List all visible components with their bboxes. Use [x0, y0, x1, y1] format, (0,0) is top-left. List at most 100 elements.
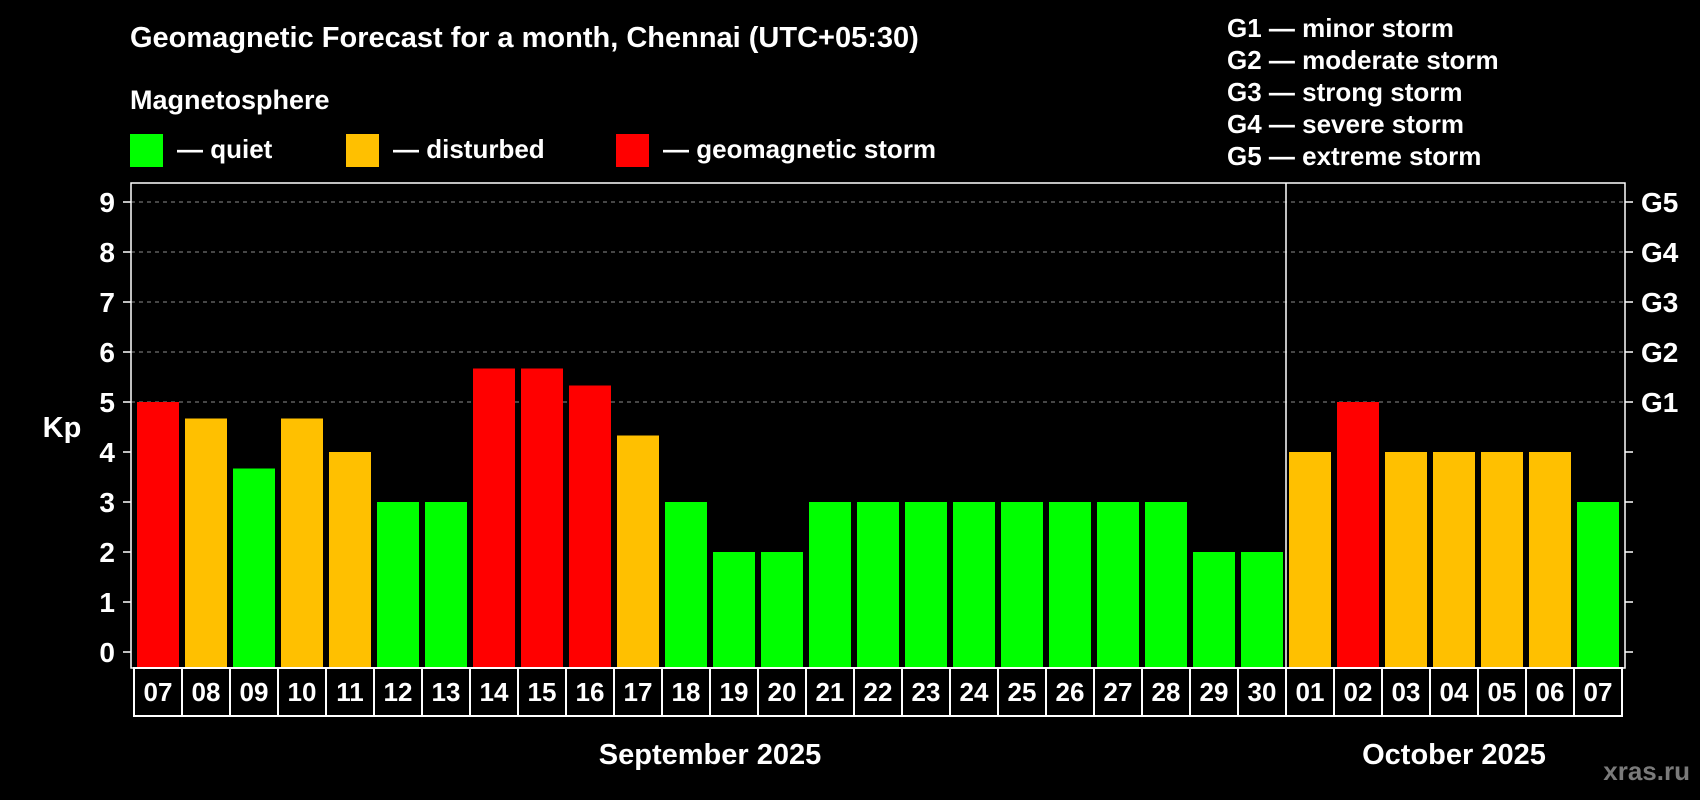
- bar: [1289, 452, 1331, 668]
- chart-title: Geomagnetic Forecast for a month, Chenna…: [130, 22, 919, 54]
- legend: — quiet — disturbed — geomagnetic storm: [130, 134, 936, 167]
- day-label: 27: [1104, 677, 1133, 707]
- scale-g5: G5 — extreme storm: [1227, 141, 1481, 171]
- day-label: 03: [1392, 677, 1421, 707]
- bar: [761, 552, 803, 668]
- day-label: 26: [1056, 677, 1085, 707]
- bar: [1097, 502, 1139, 668]
- month-labels: September 2025 October 2025: [599, 739, 1546, 771]
- legend-swatch-disturbed: [346, 134, 379, 167]
- y-tick-label: 6: [99, 337, 115, 368]
- y-tick-label: 0: [99, 637, 115, 668]
- g-level-labels: G1 G2 G3 G4 G5: [1641, 187, 1679, 418]
- legend-label-storm: — geomagnetic storm: [663, 134, 936, 164]
- day-label: 18: [672, 677, 701, 707]
- bar: [905, 502, 947, 668]
- bar: [857, 502, 899, 668]
- day-label: 11: [336, 677, 364, 707]
- day-label: 08: [192, 677, 221, 707]
- day-label: 02: [1344, 677, 1373, 707]
- g-level-label: G5: [1641, 187, 1678, 218]
- month-label: October 2025: [1362, 739, 1546, 771]
- bar: [1001, 502, 1043, 668]
- y-tick-label: 7: [99, 287, 115, 318]
- bar: [185, 418, 227, 668]
- g-level-label: G4: [1641, 237, 1679, 268]
- bar: [569, 385, 611, 668]
- day-label: 22: [864, 677, 893, 707]
- day-label: 06: [1536, 677, 1565, 707]
- bar: [1145, 502, 1187, 668]
- bar: [233, 468, 275, 668]
- gridlines: [131, 201, 1625, 403]
- legend-label-disturbed: — disturbed: [393, 134, 545, 164]
- bar: [809, 502, 851, 668]
- watermark: xras.ru: [1603, 756, 1690, 786]
- day-label: 07: [1584, 677, 1613, 707]
- g-level-label: G1: [1641, 387, 1678, 418]
- y-axis-title: Kp: [43, 412, 82, 444]
- bar: [137, 402, 179, 668]
- day-label: 21: [816, 677, 845, 707]
- y-tick-label: 9: [99, 187, 115, 218]
- bar: [1481, 452, 1523, 668]
- day-label: 04: [1440, 677, 1469, 707]
- day-labels: 07 08 09 10 11 12 13 14 15 16 17 18 19 20 21 22 23 24 25 26…: [133, 667, 1623, 717]
- y-tick-label: 2: [99, 537, 115, 568]
- bar: [1433, 452, 1475, 668]
- g-level-label: G2: [1641, 337, 1678, 368]
- day-label: 12: [384, 677, 413, 707]
- bar: [1193, 552, 1235, 668]
- day-label: 25: [1008, 677, 1037, 707]
- bar: [473, 368, 515, 668]
- scale-g4: G4 — severe storm: [1227, 109, 1464, 139]
- bar: [329, 452, 371, 668]
- day-label: 19: [720, 677, 749, 707]
- storm-scale-key: G1 — minor storm G2 — moderate storm G3 …: [1227, 13, 1499, 171]
- bar: [617, 435, 659, 668]
- day-label: 15: [528, 677, 557, 707]
- bar: [1385, 452, 1427, 668]
- bar: [281, 418, 323, 668]
- bar: [425, 502, 467, 668]
- day-label: 13: [432, 677, 461, 707]
- y-tick-labels: 0 1 2 3 4 5 6 7 8 9: [99, 187, 115, 668]
- day-row-frame: [133, 667, 1623, 717]
- day-label: 14: [480, 677, 509, 707]
- legend-swatch-quiet: [130, 134, 163, 167]
- bars: [137, 368, 1619, 668]
- day-label: 28: [1152, 677, 1181, 707]
- legend-swatch-storm: [616, 134, 649, 167]
- scale-g3: G3 — strong storm: [1227, 77, 1462, 107]
- day-label: 17: [624, 677, 653, 707]
- bar: [1241, 552, 1283, 668]
- bar: [953, 502, 995, 668]
- scale-g2: G2 — moderate storm: [1227, 45, 1499, 75]
- day-label: 30: [1248, 677, 1277, 707]
- g-level-label: G3: [1641, 287, 1678, 318]
- bar: [713, 552, 755, 668]
- bar: [521, 368, 563, 668]
- y-tick-label: 8: [99, 237, 115, 268]
- day-label: 05: [1488, 677, 1517, 707]
- magnetosphere-heading: Magnetosphere: [130, 85, 330, 115]
- scale-g1: G1 — minor storm: [1227, 13, 1454, 43]
- y-tick-label: 5: [99, 387, 115, 418]
- y-tick-label: 3: [99, 487, 115, 518]
- day-label: 01: [1296, 677, 1325, 707]
- bar: [1577, 502, 1619, 668]
- day-label: 29: [1200, 677, 1229, 707]
- day-label: 09: [240, 677, 269, 707]
- bar: [665, 502, 707, 668]
- bar: [1049, 502, 1091, 668]
- day-label: 10: [288, 677, 317, 707]
- bar: [1337, 402, 1379, 668]
- month-label: September 2025: [599, 739, 821, 771]
- bar: [1529, 452, 1571, 668]
- day-label: 20: [768, 677, 797, 707]
- bar: [377, 502, 419, 668]
- legend-label-quiet: — quiet: [177, 134, 273, 164]
- y-tick-label: 4: [99, 437, 115, 468]
- day-label: 24: [960, 677, 989, 707]
